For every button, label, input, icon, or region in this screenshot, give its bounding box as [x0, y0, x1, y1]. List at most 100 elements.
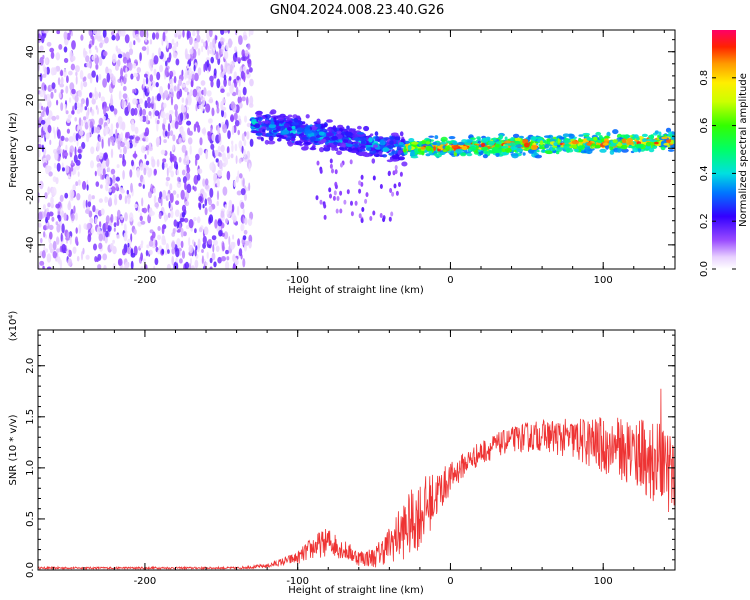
spectrogram-cell [150, 183, 153, 192]
spectrogram-cell [96, 257, 99, 263]
spectrogram-cell [336, 196, 340, 201]
spectrogram-cell [103, 265, 107, 269]
spectrogram-cell [43, 30, 49, 34]
spectrogram-cell [176, 30, 181, 36]
spectrogram-cell [216, 107, 220, 114]
spectrogram-cell [47, 202, 51, 208]
spectrogram-cell [140, 266, 144, 269]
spectrogram-cell [287, 142, 294, 147]
spectrogram-cell [118, 30, 123, 37]
spectrogram-cell [498, 134, 504, 140]
spectrogram-cell [241, 145, 244, 154]
spectrogram-cell [139, 162, 144, 171]
spectrogram-cell [98, 198, 103, 203]
spectrogram-cell [46, 211, 50, 221]
spectrogram-cell [329, 163, 333, 169]
spectrogram-cell [152, 231, 156, 239]
spectrogram-cell [117, 48, 120, 54]
spectrogram-cell [366, 147, 372, 151]
spectrogram-cell [309, 147, 317, 151]
spectrogram-cell [444, 145, 450, 151]
spectrogram-cell [134, 88, 137, 94]
spectrogram-cell [127, 242, 130, 248]
spectrogram-cell [49, 47, 55, 53]
spectrogram-cell [382, 147, 390, 153]
spectrogram-cell [217, 145, 221, 152]
spectrogram-cell [188, 237, 191, 247]
spectrogram-cell [173, 261, 179, 269]
spectrogram-cell [165, 243, 169, 252]
spectrogram-cell [568, 133, 575, 139]
x-tick-label: 0 [447, 275, 453, 286]
colorbar-label: Normalized spectral amplitude [738, 73, 749, 227]
spectrogram-cell [82, 77, 85, 82]
spectrogram-cell [562, 133, 570, 137]
spectrogram-cell [238, 78, 241, 87]
spectrogram-cell [77, 179, 81, 186]
spectrogram-cell [198, 202, 202, 211]
colorbar-tick-label: 0.0 [699, 261, 710, 277]
spectrogram-cell [65, 110, 69, 115]
spectrogram-cell [609, 146, 614, 151]
spectrogram-cell [102, 50, 108, 57]
spectrogram-cell [86, 62, 91, 68]
spectrogram-cell [66, 128, 70, 134]
spectrogram-cell [319, 168, 323, 174]
spectrogram-cell [208, 98, 214, 104]
spectrogram-cell [394, 136, 401, 141]
spectrogram-cell [63, 58, 69, 63]
spectrogram-cell [193, 40, 199, 50]
spectrogram-cell [197, 238, 201, 249]
spectrogram-cell [356, 132, 365, 135]
snr-series-line [38, 388, 675, 570]
spectrogram-cell [274, 129, 278, 133]
spectrogram-cell [203, 41, 206, 48]
spectrogram-cell [516, 147, 524, 153]
spectrogram-cell [234, 46, 238, 53]
spectrogram-cell [249, 138, 254, 147]
spectrogram-cell [201, 45, 204, 53]
spectrogram-cell [122, 93, 128, 99]
spectrogram-cell [177, 120, 183, 126]
spectrogram-cell [153, 235, 156, 246]
spectrogram-cell [140, 252, 144, 262]
spectrogram-cell [318, 131, 325, 136]
spectrogram-cell [69, 168, 72, 177]
spectrogram-cell [91, 70, 96, 78]
spectrogram-cell [399, 171, 403, 177]
spectrogram-cell [148, 191, 152, 199]
spectrogram-cell [612, 139, 618, 144]
spectrogram-cell [72, 246, 77, 254]
spectrogram-cell [234, 259, 239, 266]
spectrogram-cell [215, 51, 219, 61]
spectrogram-cell [111, 31, 115, 36]
spectrogram-cell [360, 174, 364, 180]
spectrogram-cell [612, 129, 619, 135]
spectrogram-cell [241, 49, 245, 57]
spectrogram-cell [584, 146, 591, 150]
spectrogram-cell [139, 215, 143, 221]
spectrogram-cell [236, 75, 240, 81]
spectrogram-cell [39, 180, 44, 190]
spectrogram-cell [241, 133, 245, 142]
spectrogram-cell [228, 76, 232, 81]
spectrogram-cell [660, 146, 666, 151]
spectrogram-cell [481, 137, 489, 143]
spectrogram-cell [85, 97, 89, 107]
spectrogram-cell [74, 117, 77, 122]
spectrogram-cell [141, 46, 147, 51]
spectrogram-cell [368, 137, 373, 143]
spectrogram-cell [67, 258, 73, 267]
spectrogram-cell [196, 216, 201, 224]
spectrogram-cell [141, 115, 147, 123]
spectrogram-cell [641, 133, 648, 138]
spectrogram-cell [39, 56, 44, 66]
spectrogram-cell [286, 127, 293, 131]
spectrogram-cell [218, 132, 221, 143]
spectrogram-cell [153, 195, 157, 205]
spectrogram-cell [112, 75, 116, 86]
colorbar-tick-label: 0.2 [699, 213, 710, 229]
spectrogram-cell [371, 158, 376, 164]
spectrogram-cell [245, 240, 250, 246]
spectrogram-cell [668, 131, 673, 135]
